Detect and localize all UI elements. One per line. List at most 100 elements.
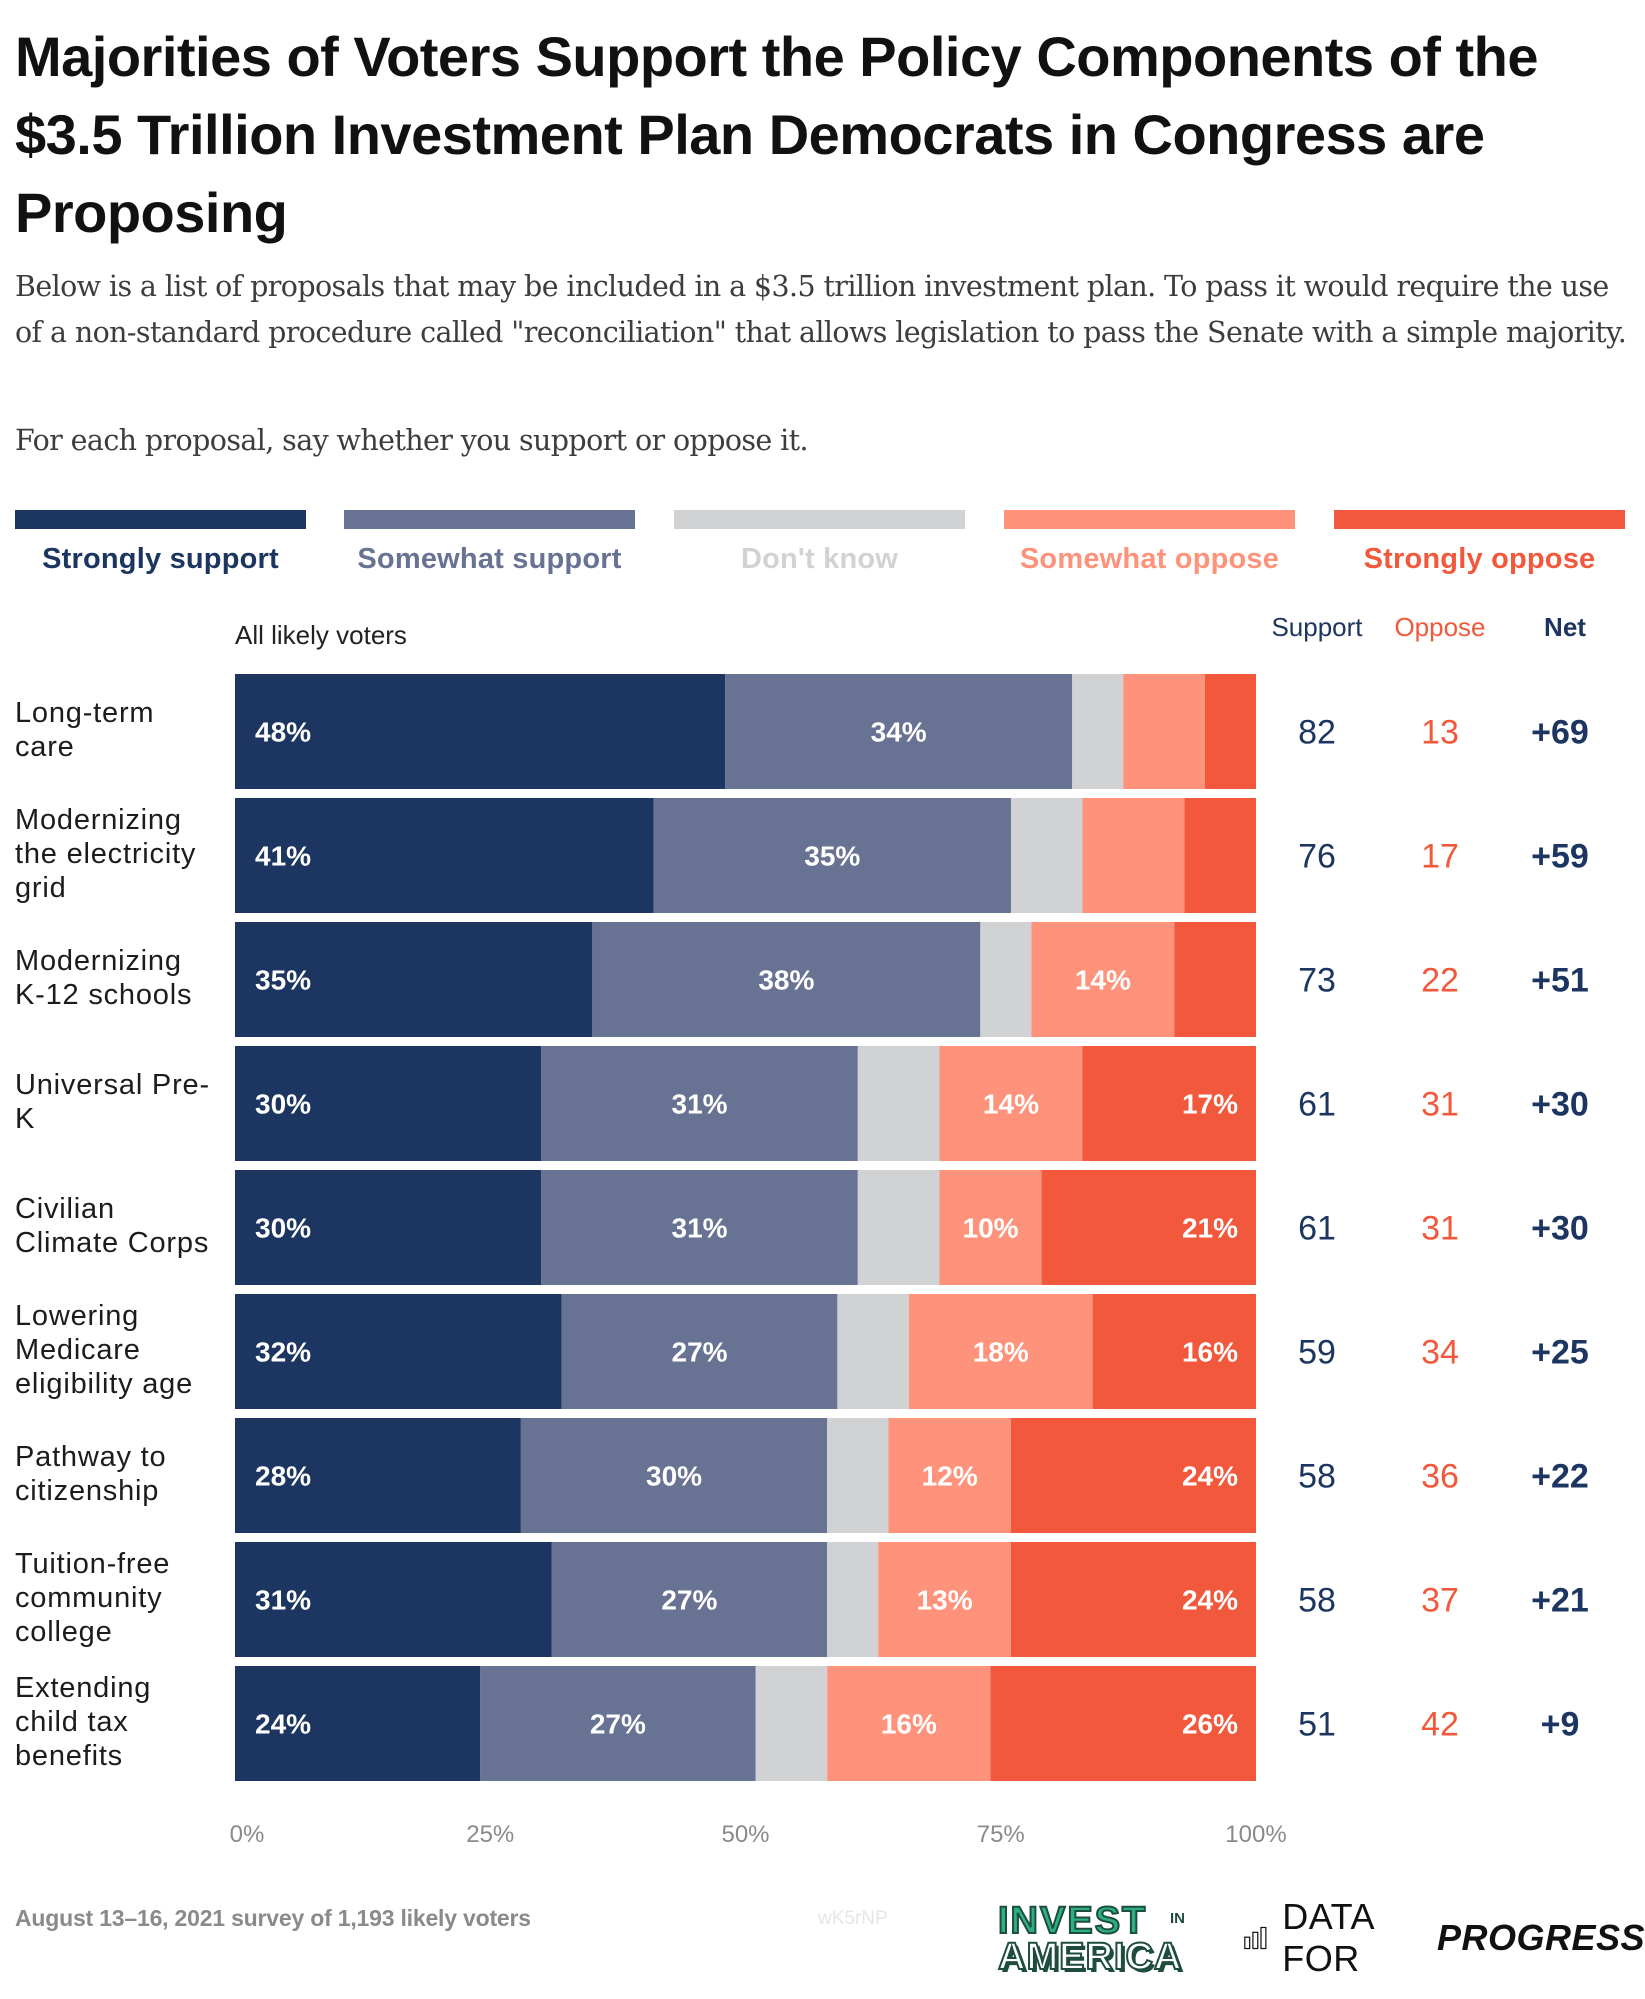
data-for-progress-logo: DATA FOR PROGRESS bbox=[1244, 1896, 1645, 1979]
x-tick-label: 100% bbox=[1225, 1821, 1286, 1848]
bar-segment-strongly-oppose bbox=[1092, 1294, 1256, 1409]
data-label-somewhat-oppose: 13% bbox=[917, 1585, 973, 1616]
category-label-line: Long-term bbox=[15, 696, 155, 729]
category-label-line: Universal Pre- bbox=[15, 1068, 210, 1101]
bar-segment-dont-know bbox=[755, 1666, 828, 1781]
bar-segment-somewhat-support bbox=[561, 1294, 838, 1409]
data-label-strongly-support: 48% bbox=[255, 717, 311, 748]
bar-segment-strongly-support bbox=[235, 1170, 542, 1285]
bar-segment-strongly-support bbox=[235, 1294, 562, 1409]
category-label: Extending child tax benefits bbox=[15, 1671, 230, 1773]
bar-segment-strongly-support bbox=[235, 1666, 481, 1781]
bar-segment-dont-know bbox=[1010, 798, 1083, 913]
bar-row: 24% 27% 16% 26% bbox=[235, 1666, 1256, 1781]
data-label-somewhat-support: 27% bbox=[590, 1709, 646, 1740]
bar-segment-strongly-oppose bbox=[1174, 922, 1256, 1037]
chart-title: Majorities of Voters Support the Policy … bbox=[15, 25, 1539, 244]
category-label-line: benefits bbox=[15, 1739, 123, 1772]
net-value: +25 bbox=[1531, 1334, 1589, 1372]
bar-segment-somewhat-oppose bbox=[939, 1170, 1042, 1285]
bar-row: 35% 38% 14% bbox=[235, 922, 1256, 1037]
data-label-strongly-support: 30% bbox=[255, 1089, 311, 1120]
category-label-line: Pathway to bbox=[15, 1440, 167, 1473]
bar-segment-strongly-oppose bbox=[990, 1666, 1256, 1781]
chart-subtitle: Below is a list of proposals that may be… bbox=[15, 270, 1627, 349]
logo-data-for-text: DATA FOR bbox=[1282, 1896, 1373, 1979]
column-header-net: Net bbox=[1544, 612, 1586, 642]
data-label-strongly-support: 41% bbox=[255, 841, 311, 872]
bar-segment-somewhat-support bbox=[541, 1046, 858, 1161]
bar-segment-somewhat-support bbox=[551, 1542, 828, 1657]
net-value: +21 bbox=[1531, 1582, 1589, 1620]
support-value: 61 bbox=[1298, 1086, 1336, 1124]
legend-item-somewhat-oppose: Somewhat oppose bbox=[1004, 510, 1295, 576]
data-label-somewhat-support: 35% bbox=[804, 841, 860, 872]
oppose-value: 37 bbox=[1421, 1582, 1459, 1620]
bar-row: 28% 30% 12% 24% bbox=[235, 1418, 1256, 1533]
category-label-line: Medicare bbox=[15, 1333, 141, 1366]
bar-row: 31% 27% 13% 24% bbox=[235, 1542, 1256, 1657]
logo-progress-text: PROGRESS bbox=[1436, 1917, 1645, 1958]
legend-swatch-somewhat-oppose bbox=[1004, 510, 1295, 529]
category-label-line: K bbox=[15, 1102, 36, 1135]
bar-segment-dont-know bbox=[827, 1418, 889, 1533]
category-label-line: care bbox=[15, 730, 75, 763]
data-label-somewhat-oppose: 12% bbox=[922, 1461, 978, 1492]
data-label-somewhat-oppose: 18% bbox=[973, 1337, 1029, 1368]
category-label-line: Civilian bbox=[15, 1192, 115, 1225]
bar-segment-somewhat-support bbox=[520, 1418, 828, 1533]
bar-row: 41% 35% bbox=[235, 798, 1256, 913]
oppose-value: 31 bbox=[1421, 1086, 1459, 1124]
category-label-line: Climate Corps bbox=[15, 1226, 210, 1259]
category-label-line: citizenship bbox=[15, 1474, 160, 1507]
bar-chart-icon bbox=[1244, 1926, 1267, 1950]
support-value: 61 bbox=[1298, 1210, 1336, 1248]
oppose-value: 13 bbox=[1421, 714, 1459, 752]
category-label: Tuition-free community college bbox=[15, 1547, 230, 1649]
bar-segment-somewhat-support bbox=[725, 674, 1073, 789]
bar-segment-strongly-support bbox=[235, 674, 726, 789]
legend-swatch-dont-know bbox=[674, 510, 965, 529]
invest-in-america-logo: INVEST IN AMERICA bbox=[997, 1901, 1206, 1978]
bar-segment-strongly-oppose bbox=[1184, 798, 1256, 913]
bar-row: 32% 27% 18% 16% bbox=[235, 1294, 1256, 1409]
survey-question: For each proposal, say whether you suppo… bbox=[15, 424, 809, 457]
legend-swatch-somewhat-support bbox=[344, 510, 635, 529]
oppose-value: 34 bbox=[1421, 1334, 1459, 1372]
bar-segment-strongly-support bbox=[235, 1542, 552, 1657]
bar-segment-strongly-support bbox=[235, 922, 593, 1037]
bar-segment-somewhat-oppose bbox=[888, 1418, 1011, 1533]
data-label-somewhat-support: 30% bbox=[646, 1461, 702, 1492]
bar-segment-strongly-oppose bbox=[1204, 674, 1256, 789]
data-label-somewhat-support: 34% bbox=[871, 717, 927, 748]
legend-item-strongly-oppose: Strongly oppose bbox=[1334, 510, 1625, 576]
data-label-strongly-support: 31% bbox=[255, 1585, 311, 1616]
net-value: +30 bbox=[1531, 1210, 1589, 1248]
data-label-strongly-oppose: 16% bbox=[1182, 1337, 1238, 1368]
net-value: +59 bbox=[1531, 838, 1589, 876]
bar-segment-strongly-support bbox=[235, 798, 654, 913]
data-label-strongly-support: 24% bbox=[255, 1709, 311, 1740]
bar-segment-somewhat-oppose bbox=[827, 1666, 991, 1781]
support-value: 51 bbox=[1298, 1706, 1336, 1744]
category-label-line: Tuition-free bbox=[15, 1547, 171, 1580]
legend-swatch-strongly-oppose bbox=[1334, 510, 1625, 529]
category-label-line: college bbox=[15, 1615, 113, 1648]
bar-segment-somewhat-oppose bbox=[1082, 798, 1185, 913]
category-label-line: Modernizing bbox=[15, 803, 182, 836]
bar-segment-strongly-oppose bbox=[1041, 1170, 1256, 1285]
legend-item-strongly-support: Strongly support bbox=[15, 510, 306, 576]
legend: Strongly support Somewhat support Don't … bbox=[15, 510, 1627, 580]
support-value: 82 bbox=[1298, 714, 1336, 752]
legend-label-somewhat-oppose: Somewhat oppose bbox=[1019, 543, 1280, 575]
watermark: wK5rNP bbox=[818, 1908, 888, 1929]
legend-item-somewhat-support: Somewhat support bbox=[344, 510, 635, 576]
category-label: Modernizing K-12 schools bbox=[15, 944, 230, 1012]
logo-america-text: AMERICA bbox=[997, 1936, 1183, 1978]
category-label-line: community bbox=[15, 1581, 163, 1614]
bar-segment-somewhat-support bbox=[653, 798, 1011, 913]
net-value: +30 bbox=[1531, 1086, 1589, 1124]
data-label-strongly-oppose: 21% bbox=[1182, 1213, 1238, 1244]
legend-label-somewhat-support: Somewhat support bbox=[357, 543, 622, 575]
